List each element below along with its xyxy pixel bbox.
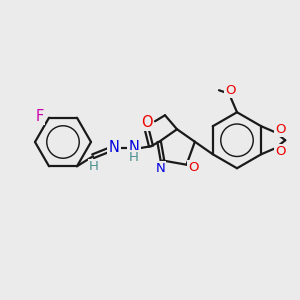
Text: H: H: [89, 160, 99, 173]
Text: O: O: [275, 145, 286, 158]
Text: N: N: [109, 140, 119, 155]
Text: O: O: [141, 115, 153, 130]
Text: N: N: [156, 162, 165, 175]
Text: O: O: [275, 123, 286, 136]
Text: N: N: [129, 140, 140, 155]
Text: O: O: [188, 161, 199, 174]
Text: H: H: [129, 151, 139, 164]
Text: F: F: [36, 109, 44, 124]
Text: O: O: [225, 84, 235, 97]
